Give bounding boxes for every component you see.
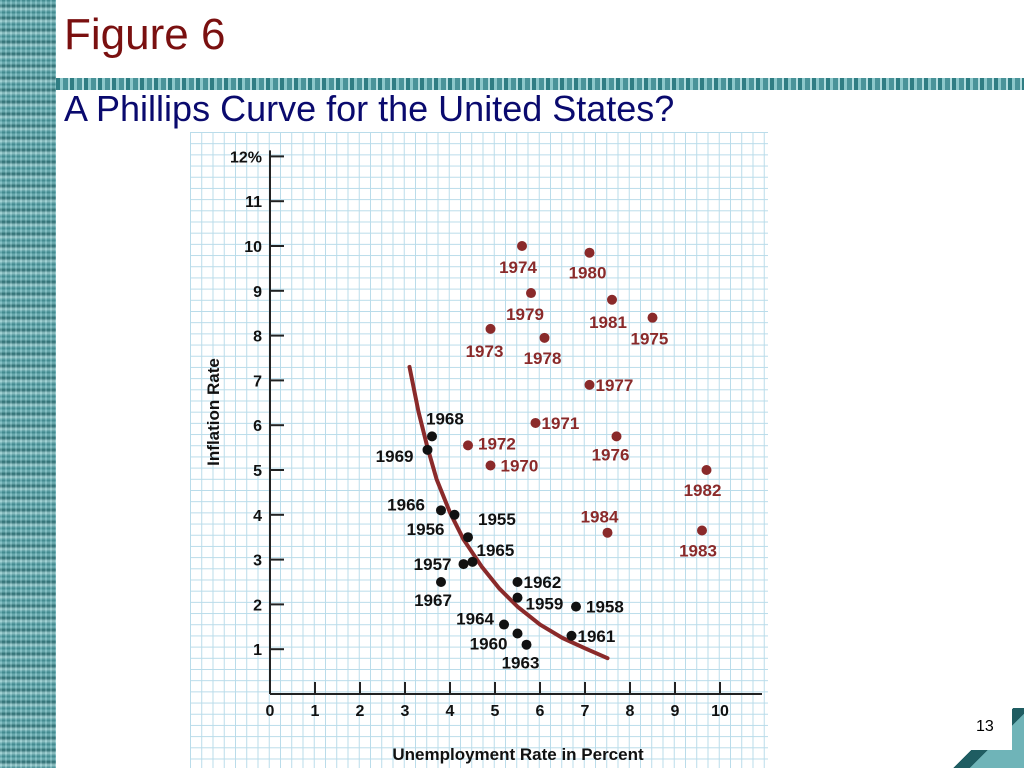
- data-point-1977: [584, 379, 595, 390]
- point-label-1961: 1961: [578, 627, 616, 646]
- y-tick-label: 10: [244, 239, 262, 256]
- point-label-1973: 1973: [466, 342, 504, 361]
- y-tick-label: 7: [253, 373, 262, 390]
- data-point-1971: [530, 417, 541, 428]
- page-number-box: [956, 706, 1012, 750]
- data-point-1968: [427, 431, 437, 442]
- data-point-1981: [607, 294, 617, 305]
- point-label-1971: 1971: [542, 414, 580, 433]
- point-label-1962: 1962: [524, 573, 562, 592]
- point-label-1967: 1967: [414, 591, 452, 610]
- point-label-1964: 1964: [456, 610, 494, 629]
- y-tick-label: 9: [253, 284, 262, 301]
- y-tick-label: 11: [245, 194, 262, 211]
- data-point-1961: [566, 630, 577, 641]
- point-label-1955: 1955: [478, 510, 516, 529]
- data-point-1962: [512, 577, 523, 587]
- point-label-1978: 1978: [524, 349, 562, 368]
- data-point-1976: [611, 431, 622, 442]
- x-tick-label: 3: [401, 703, 410, 720]
- data-point-1974: [517, 241, 527, 251]
- slide-title: Figure 6: [64, 10, 226, 59]
- point-label-1972: 1972: [478, 434, 516, 453]
- y-tick-label: 4: [253, 508, 262, 525]
- x-tick-label: 10: [711, 703, 729, 720]
- data-point-1984: [602, 527, 613, 538]
- data-point-1967: [436, 577, 446, 587]
- x-tick-label: 1: [311, 703, 320, 720]
- point-label-1974: 1974: [499, 258, 537, 277]
- point-label-1982: 1982: [684, 481, 722, 500]
- data-point-1979: [526, 288, 536, 299]
- data-point-1966: [436, 505, 446, 516]
- data-point-1963: [521, 639, 532, 650]
- chart-grid-background: [190, 132, 768, 768]
- y-tick-label: 6: [253, 418, 262, 435]
- point-label-1976: 1976: [592, 445, 630, 464]
- data-point-1972: [463, 440, 473, 451]
- x-tick-label: 4: [446, 703, 455, 720]
- point-label-1960: 1960: [470, 635, 508, 654]
- data-point-1970: [485, 460, 496, 471]
- point-label-1957: 1957: [414, 555, 452, 574]
- y-tick-label: 12%: [230, 149, 262, 166]
- data-point-1980: [584, 247, 595, 258]
- data-point-1983: [697, 525, 707, 536]
- data-point-1955: [463, 532, 473, 543]
- labels-layer: 1955 1956 1957 1958 1959 1960 1961 1962 1963 1964…: [376, 258, 722, 673]
- point-label-1956: 1956: [407, 520, 445, 539]
- point-label-1984: 1984: [581, 508, 619, 527]
- x-tick-label: 7: [581, 703, 590, 720]
- data-point-1964: [499, 619, 509, 630]
- x-tick-label: 8: [626, 703, 635, 720]
- point-label-1983: 1983: [679, 541, 717, 560]
- point-label-1981: 1981: [589, 313, 627, 332]
- point-label-1975: 1975: [631, 330, 669, 349]
- point-label-1980: 1980: [569, 264, 607, 283]
- point-label-1966: 1966: [387, 495, 425, 514]
- y-tick-label: 5: [253, 463, 262, 480]
- page-number: 13: [976, 718, 994, 735]
- data-point-1959: [512, 592, 523, 603]
- point-label-1959: 1959: [526, 595, 564, 614]
- title-divider-bar: [56, 78, 1024, 90]
- y-tick-label: 2: [253, 597, 262, 614]
- point-label-1969: 1969: [376, 447, 414, 466]
- slide-subtitle: A Phillips Curve for the United States?: [64, 88, 675, 129]
- data-point-1975: [647, 312, 658, 323]
- point-label-1977: 1977: [596, 376, 634, 395]
- axes-layer: 0 1 2 3 4 5 6 7 8 9 10 1 2 3 4 5 6 7 8 9 10 11 12%: [230, 149, 762, 720]
- y-tick-label: 1: [253, 642, 262, 659]
- x-tick-label: 9: [671, 703, 680, 720]
- data-point-1956: [449, 509, 460, 520]
- point-label-1979: 1979: [506, 305, 544, 324]
- points-layer: [422, 241, 712, 650]
- x-tick-label: 2: [356, 703, 365, 720]
- data-point-1960: [512, 628, 523, 639]
- point-label-1968: 1968: [426, 409, 464, 428]
- data-point-1982: [701, 465, 712, 475]
- data-point-1978: [539, 332, 550, 343]
- y-tick-label: 8: [253, 329, 262, 346]
- x-axis-label: Unemployment Rate in Percent: [392, 745, 644, 764]
- point-label-1958: 1958: [586, 598, 624, 617]
- point-label-1963: 1963: [502, 654, 540, 673]
- point-label-1965: 1965: [477, 541, 515, 560]
- x-tick-label: 6: [536, 703, 545, 720]
- y-tick-label: 3: [253, 553, 262, 570]
- data-point-1965: [467, 556, 478, 567]
- left-decorative-stripe: [0, 0, 56, 768]
- point-label-1970: 1970: [501, 457, 539, 476]
- data-point-1958: [571, 601, 581, 612]
- data-point-1957: [458, 559, 469, 570]
- x-tick-label: 5: [491, 703, 500, 720]
- data-point-1973: [485, 323, 496, 334]
- data-point-1969: [422, 444, 433, 455]
- y-axis-label: Inflation Rate: [204, 358, 223, 466]
- x-tick-label: 0: [266, 703, 275, 720]
